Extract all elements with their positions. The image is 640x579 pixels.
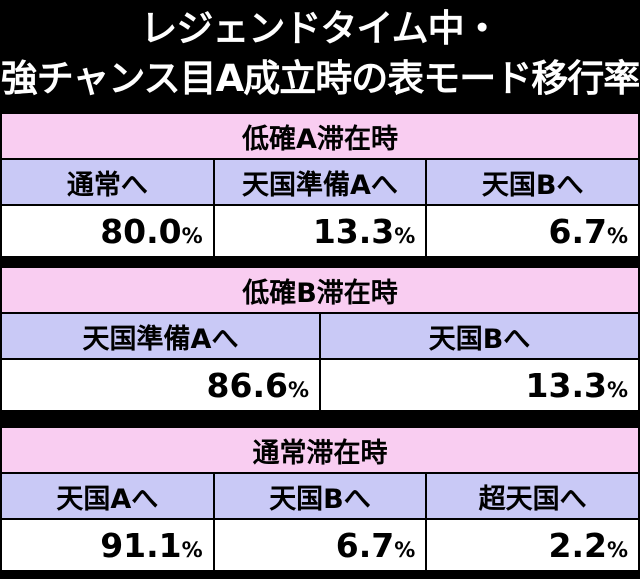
section-low-b: 低確B滞在時 天国準備Aへ 天国Bへ 86.6% 13.3%	[0, 266, 640, 412]
table-low-b: 低確B滞在時 天国準備Aへ 天国Bへ 86.6% 13.3%	[0, 266, 640, 412]
title-line-2: 強チャンス目A成立時の表モード移行率	[0, 57, 640, 100]
percent-sign: %	[181, 537, 203, 562]
value-cell: 2.2%	[425, 518, 640, 572]
value-number: 2.2	[548, 525, 607, 565]
section-header-low-a: 低確A滞在時	[0, 112, 640, 160]
value-number: 13.3	[312, 211, 395, 251]
percent-sign: %	[606, 223, 628, 248]
value-cell: 86.6%	[0, 358, 321, 412]
column-header: 天国Bへ	[425, 158, 640, 206]
section-normal: 通常滞在時 天国Aへ 天国Bへ 超天国へ 91.1% 6.7% 2.2%	[0, 426, 640, 572]
value-cell: 13.3%	[212, 204, 428, 258]
value-number: 6.7	[335, 525, 395, 565]
value-cell: 6.7%	[425, 204, 640, 258]
value-cell: 80.0%	[0, 204, 215, 258]
section-low-a: 低確A滞在時 通常へ 天国準備Aへ 天国Bへ 80.0% 13.3% 6.7%	[0, 112, 640, 258]
value-number: 13.3	[525, 365, 607, 405]
table-normal: 通常滞在時 天国Aへ 天国Bへ 超天国へ 91.1% 6.7% 2.2%	[0, 426, 640, 572]
percent-sign: %	[394, 537, 416, 562]
percent-sign: %	[394, 223, 416, 248]
page-title: レジェンドタイム中・ 強チャンス目A成立時の表モード移行率	[0, 0, 640, 108]
percent-sign: %	[606, 377, 628, 402]
table-low-a: 低確A滞在時 通常へ 天国準備Aへ 天国Bへ 80.0% 13.3% 6.7%	[0, 112, 640, 258]
value-number: 86.6	[206, 365, 288, 405]
column-header: 天国Bへ	[212, 472, 428, 520]
value-number: 91.1	[100, 525, 182, 565]
value-number: 6.7	[548, 211, 607, 251]
value-cell: 13.3%	[319, 358, 640, 412]
value-cell: 6.7%	[212, 518, 428, 572]
value-cell: 91.1%	[0, 518, 215, 572]
column-header: 天国準備Aへ	[212, 158, 428, 206]
value-number: 80.0	[100, 211, 182, 251]
column-header: 天国Aへ	[0, 472, 215, 520]
column-header: 天国準備Aへ	[0, 312, 321, 360]
percent-sign: %	[606, 537, 628, 562]
column-header: 超天国へ	[425, 472, 640, 520]
percent-sign: %	[181, 223, 203, 248]
column-header: 通常へ	[0, 158, 215, 206]
section-header-low-b: 低確B滞在時	[0, 266, 640, 314]
title-line-1: レジェンドタイム中・	[140, 7, 500, 50]
section-header-normal: 通常滞在時	[0, 426, 640, 474]
column-header: 天国Bへ	[319, 312, 640, 360]
percent-sign: %	[287, 377, 309, 402]
